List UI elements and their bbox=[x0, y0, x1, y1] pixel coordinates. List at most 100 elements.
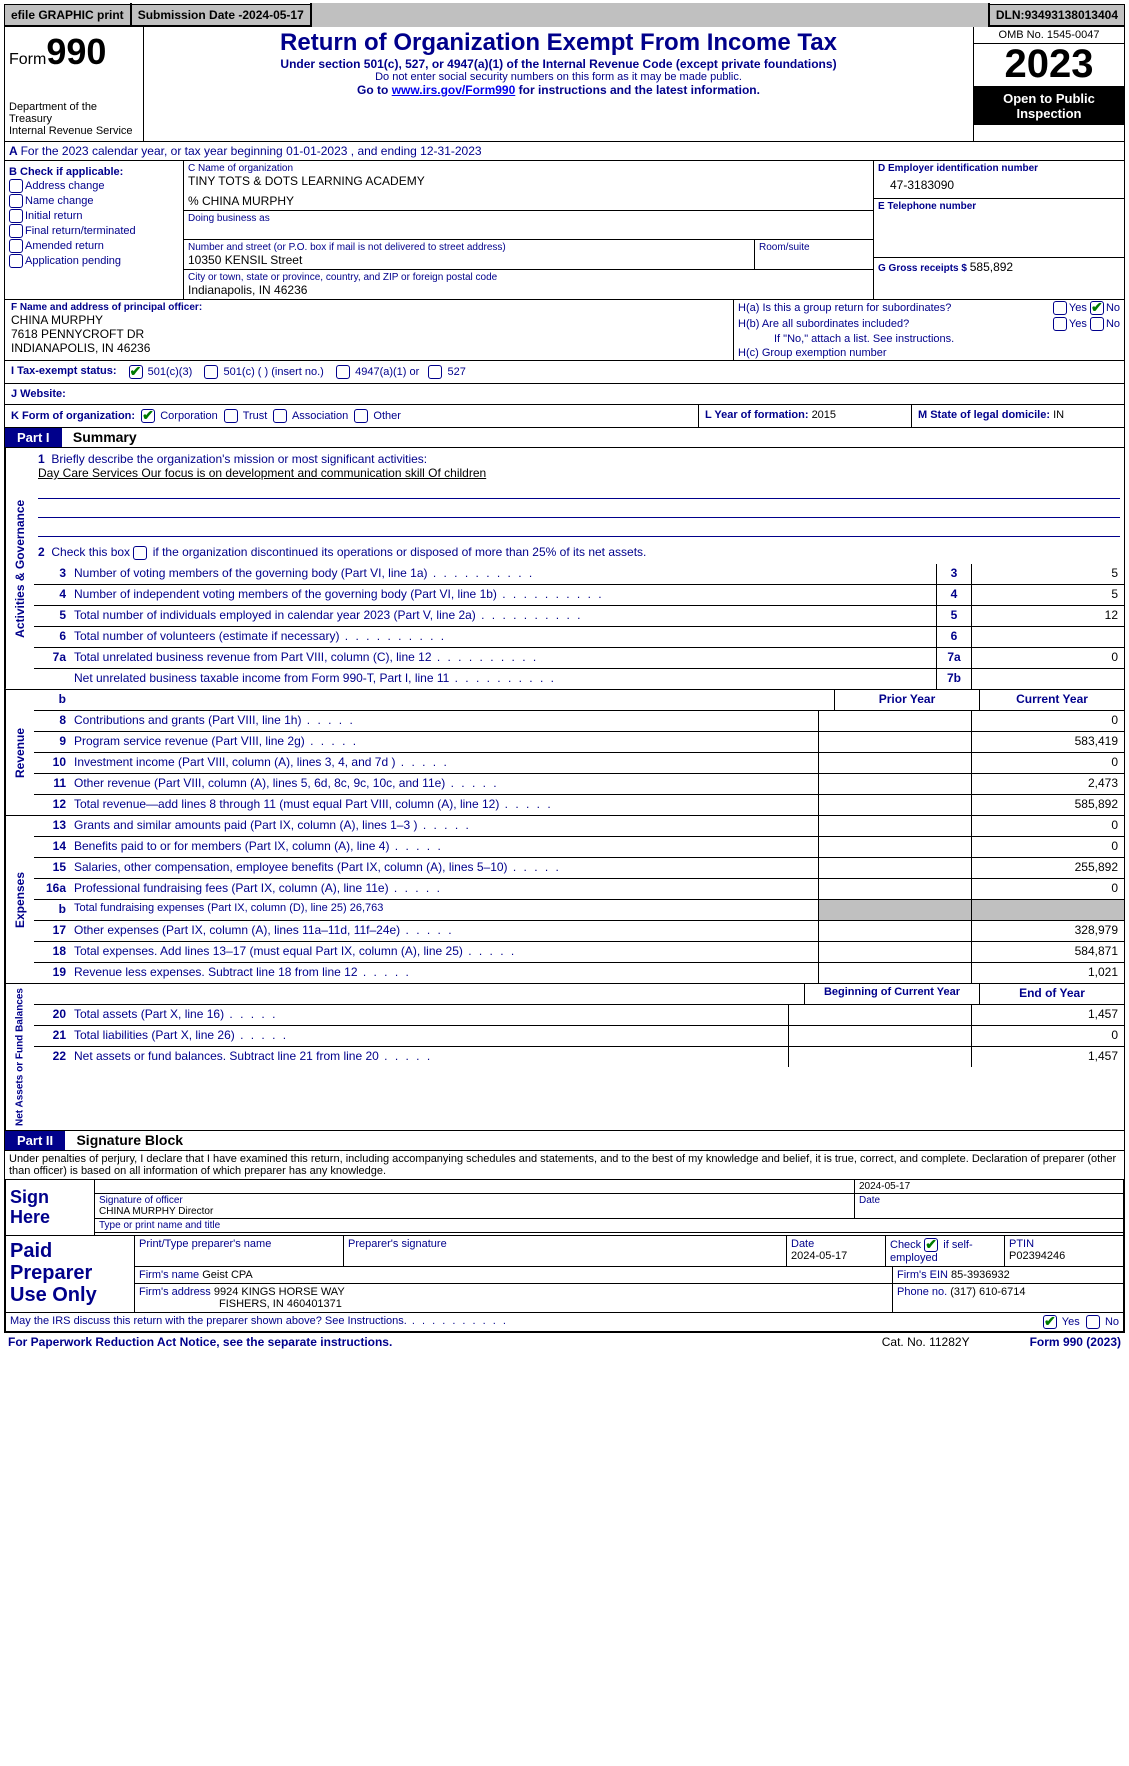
line-desc: Contributions and grants (Part VIII, lin… bbox=[70, 711, 818, 731]
net-assets-body: Beginning of Current Year End of Year 20… bbox=[34, 984, 1124, 1130]
checkbox-icon[interactable] bbox=[1090, 317, 1104, 331]
prior-value bbox=[818, 774, 971, 794]
footer-row: For Paperwork Reduction Act Notice, see … bbox=[4, 1333, 1125, 1351]
checkbox-icon[interactable] bbox=[129, 365, 143, 379]
cb-application-pending[interactable]: Application pending bbox=[9, 254, 179, 268]
h-b-row: H(b) Are all subordinates included? Yes … bbox=[734, 316, 1124, 332]
perjury-declaration: Under penalties of perjury, I declare th… bbox=[5, 1151, 1124, 1179]
vtab-net-assets: Net Assets or Fund Balances bbox=[5, 984, 34, 1130]
checkbox-icon bbox=[9, 224, 23, 238]
vtab-expenses: Expenses bbox=[5, 816, 34, 983]
prep-ptin: PTIN P02394246 bbox=[1005, 1236, 1123, 1266]
prep-phone: Phone no. (317) 610-6714 bbox=[893, 1284, 1123, 1312]
line-1-mission: 1 Briefly describe the organization's mi… bbox=[34, 448, 1124, 541]
summary-line: 12 Total revenue—add lines 8 through 11 … bbox=[34, 794, 1124, 815]
current-value: 583,419 bbox=[971, 732, 1124, 752]
header-center: Return of Organization Exempt From Incom… bbox=[144, 27, 973, 141]
summary-line: 10 Investment income (Part VIII, column … bbox=[34, 752, 1124, 773]
line-desc: Net unrelated business taxable income fr… bbox=[70, 669, 936, 689]
current-value: 1,021 bbox=[971, 963, 1124, 983]
section-b-through-g: B Check if applicable: Address change Na… bbox=[5, 161, 1124, 300]
current-value: 255,892 bbox=[971, 858, 1124, 878]
paid-preparer-body: Print/Type preparer's name Preparer's si… bbox=[135, 1236, 1123, 1312]
col-c-name-address: C Name of organization TINY TOTS & DOTS … bbox=[184, 161, 873, 299]
prior-value bbox=[818, 837, 971, 857]
form-subtitle: Under section 501(c), 527, or 4947(a)(1)… bbox=[148, 57, 969, 71]
cb-address-change[interactable]: Address change bbox=[9, 179, 179, 193]
line-value: 5 bbox=[971, 585, 1124, 605]
line-num: 6 bbox=[34, 627, 70, 647]
irs-link[interactable]: www.irs.gov/Form990 bbox=[392, 83, 516, 97]
part1-header-row: Part I Summary bbox=[5, 428, 1124, 448]
revenue-body: b Prior Year Current Year 8 Contribution… bbox=[34, 690, 1124, 815]
part2-badge: Part II bbox=[5, 1131, 65, 1150]
checkbox-icon[interactable] bbox=[354, 409, 368, 423]
line-value bbox=[971, 627, 1124, 647]
checkbox-icon[interactable] bbox=[204, 365, 218, 379]
summary-line: 8 Contributions and grants (Part VIII, l… bbox=[34, 710, 1124, 731]
checkbox-icon[interactable] bbox=[1086, 1315, 1100, 1329]
paid-preparer-table: Paid Preparer Use Only Print/Type prepar… bbox=[5, 1235, 1124, 1313]
line-desc: Other expenses (Part IX, column (A), lin… bbox=[70, 921, 818, 941]
line-desc: Number of voting members of the governin… bbox=[70, 564, 936, 584]
line-num: 7a bbox=[34, 648, 70, 668]
current-value: 2,473 bbox=[971, 774, 1124, 794]
line-num: 12 bbox=[34, 795, 70, 815]
eoy-value: 0 bbox=[971, 1026, 1124, 1046]
paperwork-notice: For Paperwork Reduction Act Notice, see … bbox=[8, 1335, 392, 1349]
prior-value bbox=[818, 879, 971, 899]
prior-value bbox=[818, 921, 971, 941]
line-desc: Benefits paid to or for members (Part IX… bbox=[70, 837, 818, 857]
summary-line: 6 Total number of volunteers (estimate i… bbox=[34, 626, 1124, 647]
current-value: 328,979 bbox=[971, 921, 1124, 941]
line-desc: Revenue less expenses. Subtract line 18 … bbox=[70, 963, 818, 983]
checkbox-icon[interactable] bbox=[133, 546, 147, 560]
checkbox-icon bbox=[9, 254, 23, 268]
checkbox-icon bbox=[9, 239, 23, 253]
summary-line: 22 Net assets or fund balances. Subtract… bbox=[34, 1046, 1124, 1067]
form-title: Return of Organization Exempt From Incom… bbox=[148, 29, 969, 57]
line-desc: Grants and similar amounts paid (Part IX… bbox=[70, 816, 818, 836]
c-street-row: Number and street (or P.O. box if mail i… bbox=[184, 240, 873, 270]
cb-amended-return[interactable]: Amended return bbox=[9, 239, 179, 253]
section-expenses: Expenses 13 Grants and similar amounts p… bbox=[5, 816, 1124, 984]
prep-row-1: Print/Type preparer's name Preparer's si… bbox=[135, 1236, 1123, 1267]
form-outer: Form990 Department of the Treasury Inter… bbox=[4, 26, 1125, 1333]
checkbox-icon[interactable] bbox=[141, 409, 155, 423]
cb-initial-return[interactable]: Initial return bbox=[9, 209, 179, 223]
c-name: TINY TOTS & DOTS LEARNING ACADEMY bbox=[188, 174, 869, 188]
c-city-block: City or town, state or province, country… bbox=[184, 270, 873, 299]
cb-name-change[interactable]: Name change bbox=[9, 194, 179, 208]
line-num: 9 bbox=[34, 732, 70, 752]
summary-line: 7a Total unrelated business revenue from… bbox=[34, 647, 1124, 668]
sign-here-table: Sign Here 2024-05-17 Signature of office… bbox=[5, 1179, 1124, 1236]
col-h-group: H(a) Is this a group return for subordin… bbox=[733, 300, 1124, 360]
checkbox-icon[interactable] bbox=[428, 365, 442, 379]
line-value: 0 bbox=[971, 648, 1124, 668]
checkbox-icon[interactable] bbox=[1043, 1315, 1057, 1329]
line-desc: Total liabilities (Part X, line 26) bbox=[70, 1026, 788, 1046]
checkbox-icon[interactable] bbox=[924, 1238, 938, 1252]
line-num bbox=[34, 669, 70, 689]
checkbox-icon[interactable] bbox=[224, 409, 238, 423]
summary-line: 3 Number of voting members of the govern… bbox=[34, 564, 1124, 584]
checkbox-icon[interactable] bbox=[1053, 301, 1067, 315]
summary-line: 5 Total number of individuals employed i… bbox=[34, 605, 1124, 626]
line-num: 13 bbox=[34, 816, 70, 836]
net-header-row: Beginning of Current Year End of Year bbox=[34, 984, 1124, 1004]
cb-final-return[interactable]: Final return/terminated bbox=[9, 224, 179, 238]
prep-date: Date 2024-05-17 bbox=[787, 1236, 886, 1266]
sign-date: 2024-05-17 bbox=[855, 1180, 1123, 1193]
checkbox-icon[interactable] bbox=[273, 409, 287, 423]
current-value: 0 bbox=[971, 837, 1124, 857]
line-desc: Number of independent voting members of … bbox=[70, 585, 936, 605]
line-value bbox=[971, 669, 1124, 689]
checkbox-icon[interactable] bbox=[1090, 301, 1104, 315]
summary-line: Net unrelated business taxable income fr… bbox=[34, 668, 1124, 689]
checkbox-icon[interactable] bbox=[336, 365, 350, 379]
line-2-discontinued: 2 Check this box if the organization dis… bbox=[34, 541, 1124, 564]
sign-date-row: 2024-05-17 bbox=[95, 1180, 1123, 1194]
paid-preparer-label: Paid Preparer Use Only bbox=[6, 1236, 135, 1312]
checkbox-icon[interactable] bbox=[1053, 317, 1067, 331]
checkbox-icon bbox=[9, 209, 23, 223]
